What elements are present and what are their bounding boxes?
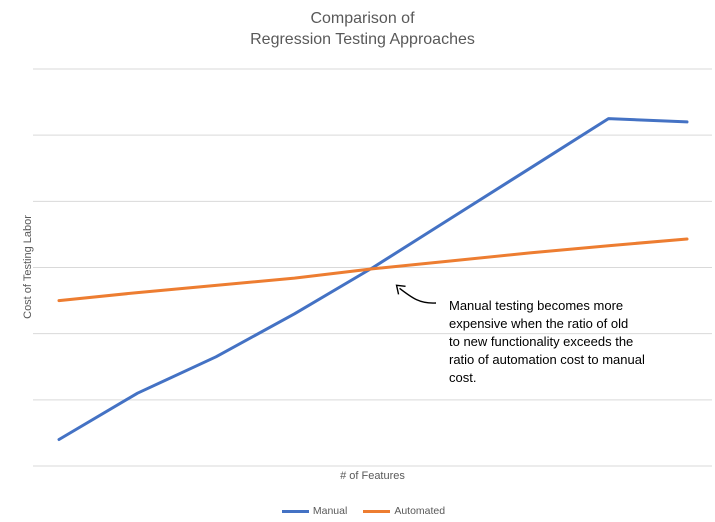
legend-label-automated: Automated bbox=[394, 505, 446, 517]
chart-title-line-1: Comparison of bbox=[310, 10, 415, 27]
annotation-arrowhead bbox=[395, 284, 406, 295]
annotation-line: ratio of automation cost to manual bbox=[449, 352, 645, 367]
annotation-line: to new functionality exceeds the bbox=[449, 334, 634, 349]
annotation-text: Manual testing becomes more expensive wh… bbox=[449, 297, 689, 387]
chart-title-line-2: Regression Testing Approaches bbox=[250, 31, 475, 48]
legend-label-manual: Manual bbox=[312, 505, 348, 517]
legend-item-automated[interactable]: Automated bbox=[363, 505, 445, 517]
chart-title: Comparison of Regression Testing Approac… bbox=[0, 8, 715, 50]
annotation-arrow bbox=[399, 287, 437, 304]
annotation-line: cost. bbox=[449, 370, 477, 385]
series-line-manual[interactable] bbox=[57, 117, 689, 441]
gridlines bbox=[33, 68, 712, 467]
legend-swatch-automated bbox=[363, 509, 391, 513]
annotation-arrow-layer bbox=[395, 284, 437, 304]
legend: Manual Automated bbox=[0, 505, 715, 517]
annotation-line: expensive when the ratio of old bbox=[449, 316, 629, 331]
series-layer bbox=[57, 117, 689, 441]
series-line-automated[interactable] bbox=[57, 237, 689, 303]
legend-swatch-manual bbox=[281, 509, 309, 513]
legend-item-manual[interactable]: Manual bbox=[281, 505, 348, 517]
annotation-line: Manual testing becomes more bbox=[449, 298, 624, 313]
y-axis-label: Cost of Testing Labor bbox=[22, 215, 34, 319]
x-axis-label: # of Features bbox=[340, 470, 405, 482]
